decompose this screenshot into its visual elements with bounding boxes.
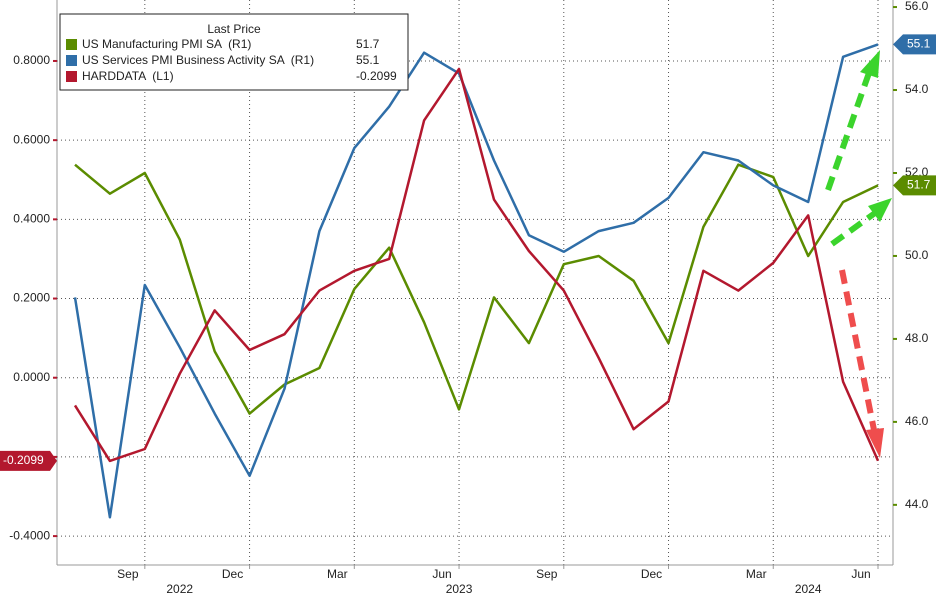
legend-last-value: 51.7 bbox=[356, 37, 380, 51]
series-line bbox=[73, 43, 879, 519]
x-tick-label: Mar bbox=[746, 567, 767, 581]
y-tick-label: 0.4000 bbox=[13, 212, 50, 226]
legend-swatch bbox=[66, 39, 77, 50]
last-price-label: -0.2099 bbox=[3, 453, 44, 467]
x-tick-label: Sep bbox=[117, 567, 139, 581]
y2-tick-label: 48.0 bbox=[905, 331, 929, 345]
y2-tick-label: 50.0 bbox=[905, 248, 929, 262]
y2-tick-label: 54.0 bbox=[905, 82, 929, 96]
last-price-badge bbox=[0, 450, 57, 471]
x-tick-label: Jun bbox=[851, 567, 870, 581]
grid bbox=[57, 0, 893, 565]
arrow-up-manufacturing bbox=[830, 210, 877, 247]
y-tick-label: 0.0000 bbox=[13, 370, 50, 384]
x-tick-label: Jun bbox=[432, 567, 451, 581]
y-tick-label: 0.6000 bbox=[13, 132, 50, 146]
year-label: 2023 bbox=[446, 582, 473, 596]
legend: US Manufacturing PMI SA (R1) 51.7 US Servi… bbox=[66, 37, 397, 83]
year-label: 2024 bbox=[795, 582, 822, 596]
annotation-arrows bbox=[825, 50, 892, 458]
legend-title: Last Price bbox=[207, 22, 261, 36]
arrow-head bbox=[868, 198, 892, 222]
last-price-label: 55.1 bbox=[907, 37, 931, 51]
y2-tick-label: 44.0 bbox=[905, 497, 929, 511]
legend-last-value: 55.1 bbox=[356, 53, 380, 67]
y-tick-label: -0.4000 bbox=[9, 528, 50, 542]
x-tick-label: Dec bbox=[222, 567, 243, 581]
legend-entry: US Services PMI Business Activity SA (R1… bbox=[82, 53, 314, 67]
x-tick-label: Dec bbox=[641, 567, 662, 581]
x-tick-label: Sep bbox=[536, 567, 558, 581]
legend-entry: HARDDATA (L1) bbox=[82, 69, 174, 83]
y-tick-label: 0.8000 bbox=[13, 53, 50, 67]
last-price-badge bbox=[893, 34, 936, 55]
y2-tick-label: 56.0 bbox=[905, 0, 929, 13]
legend-last-value: -0.2099 bbox=[356, 69, 397, 83]
legend-entry: US Manufacturing PMI SA (R1) bbox=[82, 37, 251, 51]
arrow-head bbox=[860, 50, 880, 78]
series-line bbox=[74, 163, 879, 415]
x-tick-label: Mar bbox=[327, 567, 348, 581]
last-price-badge bbox=[893, 175, 936, 196]
series-lines bbox=[73, 43, 880, 519]
year-label: 2022 bbox=[166, 582, 193, 596]
arrow-head bbox=[866, 428, 884, 458]
legend-box bbox=[59, 13, 409, 91]
legend-swatch bbox=[66, 55, 77, 66]
arrow-down-harddata bbox=[839, 269, 877, 431]
series-line bbox=[73, 67, 880, 463]
y-tick-label: 0.2000 bbox=[13, 291, 50, 305]
y2-tick-label: 46.0 bbox=[905, 414, 929, 428]
legend-swatch bbox=[66, 71, 77, 82]
last-price-label: 51.7 bbox=[907, 178, 931, 192]
